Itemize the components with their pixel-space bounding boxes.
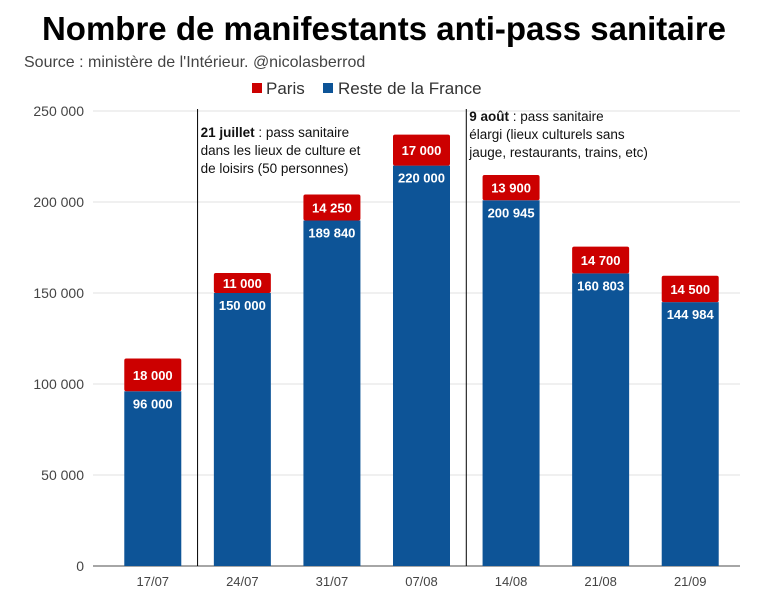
y-tick-label: 150 000 (33, 285, 84, 301)
y-tick-label: 50 000 (41, 467, 84, 483)
bar-paris-17/07 (124, 358, 182, 392)
bar-reste-07/08 (393, 165, 450, 566)
legend: Paris Reste de la France (252, 79, 482, 98)
bar-reste-21/09 (661, 302, 719, 566)
x-tick-label: 21/08 (584, 574, 617, 589)
y-tick-label: 200 000 (33, 194, 84, 210)
data-label-paris: 14 500 (670, 282, 710, 297)
annotation-text: 9 août : pass sanitaire élargi (lieux cul… (468, 109, 648, 160)
bar-reste-24/07 (213, 293, 271, 566)
data-label-reste: 220 000 (398, 171, 445, 186)
data-label-paris: 11 000 (223, 276, 262, 291)
data-label-paris: 14 250 (312, 201, 352, 216)
x-tick-label: 31/07 (316, 574, 349, 589)
x-tick-label: 17/07 (137, 574, 170, 589)
data-label-paris: 18 000 (133, 368, 173, 383)
y-tick-label: 100 000 (33, 376, 84, 392)
data-label-paris: 17 000 (402, 143, 442, 158)
x-tick-label: 21/09 (674, 574, 707, 589)
data-label-reste: 200 945 (488, 205, 535, 220)
chart-subtitle: Source : ministère de l'Intérieur. @nico… (24, 54, 365, 71)
legend-label-paris: Paris (266, 79, 305, 98)
x-tick-label: 07/08 (405, 574, 438, 589)
annotation-text: 21 juillet : pass sanitaire dans les lieu… (201, 125, 361, 176)
x-tick-label: 24/07 (226, 574, 259, 589)
bar-paris-24/07 (213, 272, 271, 293)
bar-paris-14/08 (482, 174, 540, 201)
bar-paris-31/07 (303, 194, 361, 221)
data-label-reste: 96 000 (133, 396, 173, 411)
data-label-reste: 189 840 (308, 225, 355, 240)
legend-swatch-paris (252, 83, 262, 93)
y-tick-label: 0 (76, 558, 84, 574)
y-tick-label: 250 000 (33, 103, 84, 119)
bar-reste-17/07 (124, 391, 182, 566)
data-label-reste: 150 000 (219, 298, 266, 313)
bar-reste-14/08 (482, 200, 540, 567)
x-tick-label: 14/08 (495, 574, 528, 589)
data-label-paris: 14 700 (581, 253, 621, 268)
legend-swatch-reste (323, 83, 333, 93)
bar-paris-07/08 (393, 134, 450, 166)
data-label-paris: 13 900 (491, 181, 531, 196)
bar-reste-21/08 (572, 273, 630, 566)
bar-paris-21/08 (572, 246, 630, 274)
data-label-reste: 144 984 (667, 307, 715, 322)
chart-title: Nombre de manifestants anti-pass sanitai… (42, 10, 726, 47)
bar-reste-31/07 (303, 220, 361, 566)
bar-paris-21/09 (661, 275, 719, 303)
legend-label-reste: Reste de la France (338, 79, 482, 98)
data-label-reste: 160 803 (577, 278, 624, 293)
